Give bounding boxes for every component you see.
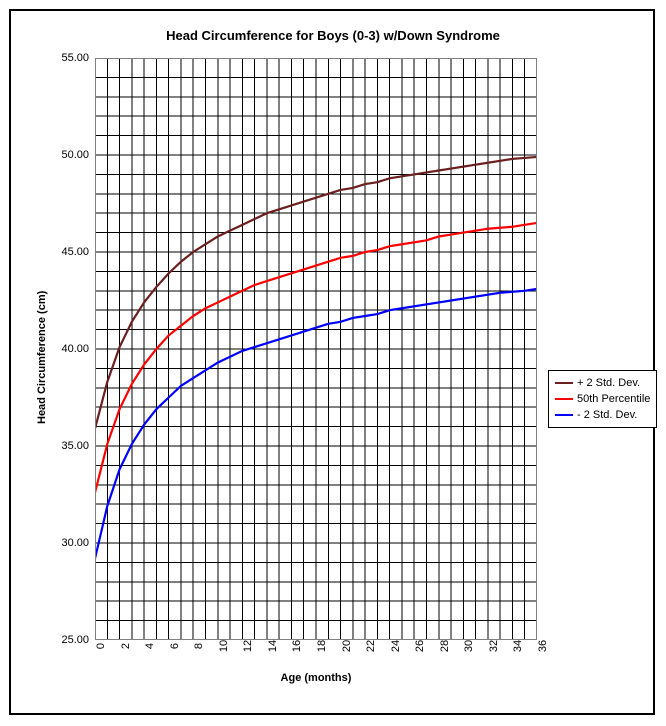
x-tick-label: 24	[390, 640, 402, 652]
legend-label: 50th Percentile	[577, 393, 650, 405]
gridlines	[95, 58, 537, 640]
legend: + 2 Std. Dev. 50th Percentile - 2 Std. Dev…	[548, 370, 657, 428]
x-tick-label: 14	[267, 640, 279, 652]
x-tick-label: 10	[218, 640, 230, 652]
legend-label: + 2 Std. Dev.	[577, 377, 640, 389]
legend-swatch	[555, 414, 573, 416]
y-tick-label: 45.00	[49, 246, 89, 258]
x-tick-label: 0	[95, 643, 107, 649]
x-tick-label: 2	[120, 643, 132, 649]
x-tick-label: 12	[242, 640, 254, 652]
y-tick-label: 35.00	[49, 440, 89, 452]
legend-swatch	[555, 398, 573, 400]
x-tick-label: 26	[414, 640, 426, 652]
x-tick-label: 32	[488, 640, 500, 652]
x-axis-label: Age (months)	[95, 672, 537, 684]
y-tick-label: 55.00	[49, 52, 89, 64]
y-tick-label: 50.00	[49, 149, 89, 161]
x-tick-label: 8	[193, 643, 205, 649]
x-tick-label: 22	[365, 640, 377, 652]
y-tick-label: 40.00	[49, 343, 89, 355]
x-tick-label: 20	[341, 640, 353, 652]
chart-svg	[95, 58, 537, 640]
x-tick-label: 34	[512, 640, 524, 652]
legend-swatch	[555, 382, 573, 384]
legend-label: - 2 Std. Dev.	[577, 409, 637, 421]
y-tick-label: 30.00	[49, 537, 89, 549]
x-tick-label: 6	[169, 643, 181, 649]
legend-item: - 2 Std. Dev.	[555, 407, 650, 423]
x-tick-label: 16	[291, 640, 303, 652]
y-axis-label: Head Circumference (cm)	[36, 291, 48, 424]
x-tick-label: 36	[537, 640, 549, 652]
chart-title: Head Circumference for Boys (0-3) w/Down…	[0, 28, 666, 43]
x-tick-label: 30	[463, 640, 475, 652]
x-tick-label: 18	[316, 640, 328, 652]
legend-item: + 2 Std. Dev.	[555, 375, 650, 391]
x-tick-label: 4	[144, 643, 156, 649]
legend-item: 50th Percentile	[555, 391, 650, 407]
plot-area	[95, 58, 537, 640]
x-tick-label: 28	[439, 640, 451, 652]
y-tick-label: 25.00	[49, 634, 89, 646]
